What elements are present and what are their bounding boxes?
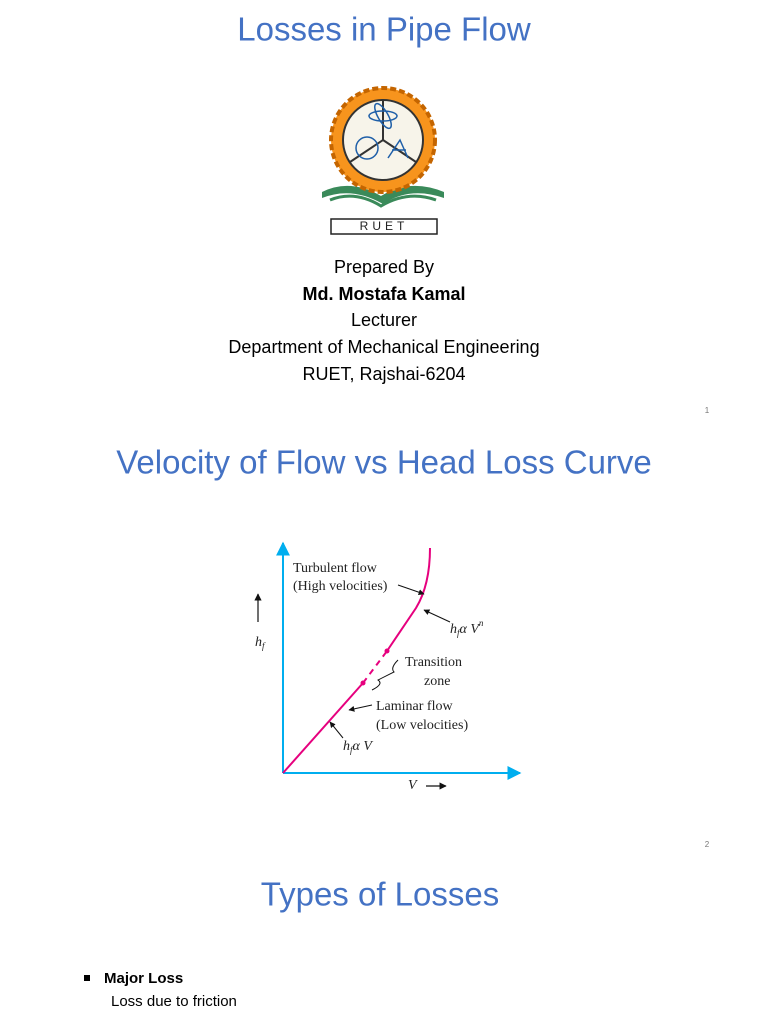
label-part: f [457,628,461,638]
logo-text: RUET [360,219,409,233]
logo: RUET [322,86,444,235]
label-part: h [343,739,350,754]
label-part: h [255,635,262,650]
label-part: f [350,745,354,755]
transition-label: zone [424,674,450,689]
page-number: 2 [705,840,710,849]
page-number: 1 [705,406,710,415]
author-position: Lecturer [351,310,417,330]
turbulent-relation: hfα Vn [450,618,484,638]
label-part: h [450,622,457,637]
slide-title: Velocity of Flow vs Head Loss Curve [116,444,652,481]
prepared-by-label: Prepared By [334,257,434,277]
label-part: α V [460,622,481,637]
bullet-text: Loss due to friction [111,993,237,1010]
turbulent-label: Turbulent flow [293,561,378,576]
laminar-label: Laminar flow [376,699,453,714]
label-part: α V [353,739,374,754]
author-institution: RUET, Rajshai-6204 [302,364,465,384]
bullet-heading: Major Loss [104,970,183,987]
transition-label: Transition [405,655,462,670]
laminar-note: (Low velocities) [376,718,468,733]
slide-title: Losses in Pipe Flow [237,11,531,48]
author-department: Department of Mechanical Engineering [228,337,539,357]
laminar-relation: hfα V [343,739,373,755]
turbulent-note: (High velocities) [293,579,388,594]
label-part: n [479,618,484,628]
label-part: f [262,641,266,651]
x-axis-label: V [408,778,418,793]
y-axis-label: hf [255,635,266,651]
slide-title: Types of Losses [261,876,499,913]
author-name: Md. Mostafa Kamal [302,284,465,304]
bullet [84,975,90,981]
figure: hf V Turbulent flow (High velocities) hf… [254,541,522,793]
